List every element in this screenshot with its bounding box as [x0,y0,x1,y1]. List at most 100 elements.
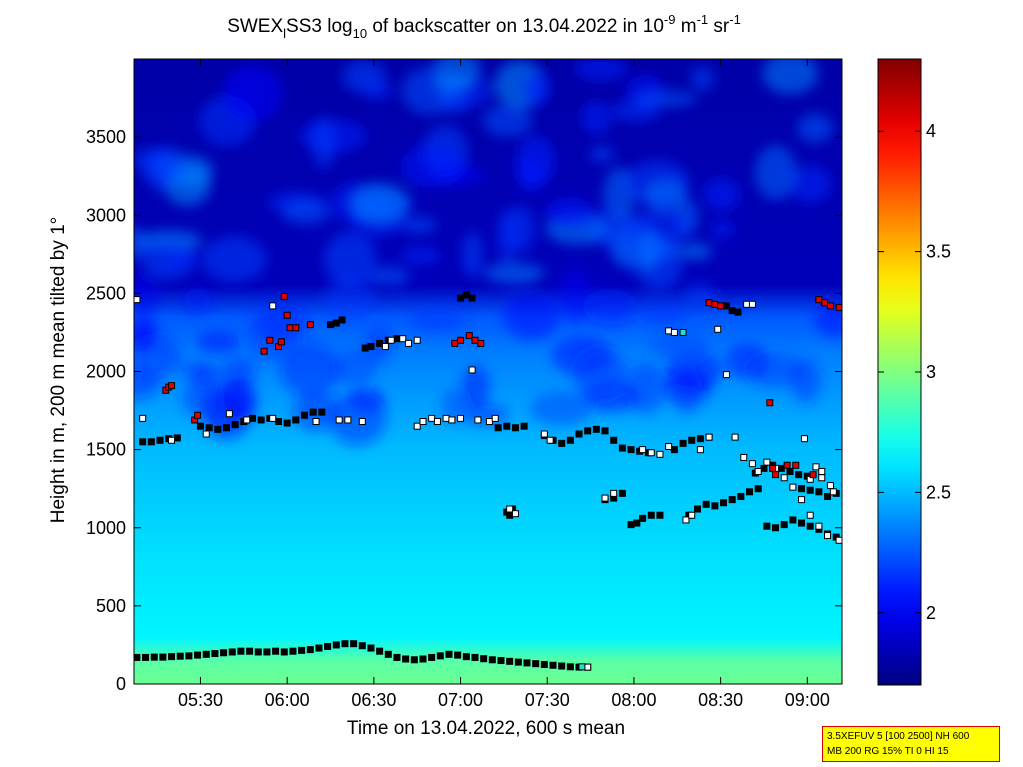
red-square-marker [821,299,829,307]
backscatter-patch [762,59,819,95]
black-square-marker [694,505,702,513]
black-square-marker [503,422,511,430]
black-square-marker [292,416,300,424]
colorbar-tick-label: 4 [926,121,936,141]
white-square-marker [225,410,233,418]
black-square-marker [419,655,427,663]
backscatter-patch [462,231,483,278]
x-tick-label: 07:30 [525,690,570,710]
backscatter-patch [324,231,377,287]
colorbar: 2 2.5 3 3.5 4 [877,58,951,686]
black-square-marker [220,649,228,657]
x-tick-label: 06:00 [265,690,310,710]
red-square-marker [306,321,314,329]
colorbar-tick-label: 3.5 [926,242,951,262]
white-square-marker [705,433,713,441]
black-square-marker [471,653,479,661]
black-square-marker [815,488,823,496]
red-square-marker [815,296,823,304]
black-square-marker [237,647,245,655]
black-square-marker [575,430,583,438]
backscatter-patch [362,81,394,100]
y-tick-label: 1000 [86,518,126,538]
black-square-marker [601,427,609,435]
black-square-marker [306,646,314,654]
y-axis-title: Height in m, 200 m mean tilted by 1° [48,217,69,523]
title-exp3: -1 [729,12,741,27]
backscatter-patch [441,388,469,423]
black-square-marker [173,434,181,442]
black-square-marker [376,339,384,347]
black-square-marker [760,464,768,472]
black-square-marker [627,446,635,454]
black-square-marker [462,291,470,299]
title-part2-sub: 10 [353,26,367,41]
backscatter-patch [633,90,698,108]
black-square-marker [350,640,358,648]
info-line-2: MB 200 RG 15% TI 0 HI 15 [827,746,949,757]
black-square-marker [147,438,155,446]
white-square-marker [812,463,820,471]
black-square-marker [309,408,317,416]
black-square-marker [367,343,375,350]
black-square-marker [720,499,728,507]
red-square-marker [266,336,274,344]
black-square-marker [176,652,184,660]
black-square-marker [656,511,664,519]
white-square-marker [419,418,427,425]
x-tick-label: 07:00 [438,690,483,710]
x-tick-label: 08:30 [698,690,743,710]
black-square-marker [358,642,366,650]
black-square-marker [798,519,806,527]
backscatter-patch [682,282,717,314]
black-square-marker [248,414,256,422]
black-square-marker [786,468,794,475]
white-square-marker [584,663,592,671]
black-square-marker [393,653,401,661]
backscatter-patch [754,145,797,200]
colorbar-fill [878,59,921,685]
white-square-marker [610,489,618,497]
backscatter-patch [350,183,410,224]
black-square-marker [274,418,282,425]
white-square-marker [835,536,842,544]
white-square-marker [754,468,762,475]
red-square-marker [766,399,774,407]
black-square-marker [488,656,496,664]
white-square-marker [312,418,320,425]
black-square-marker [702,500,710,508]
black-square-marker [480,655,488,663]
backscatter-patch [790,165,831,204]
title-part4: m [675,16,696,37]
black-square-marker [722,302,730,310]
black-square-marker [497,657,505,665]
black-square-marker [257,416,265,424]
red-square-marker [783,461,791,469]
backscatter-patch [572,347,627,401]
black-square-marker [332,319,340,327]
black-square-marker [341,640,349,648]
backscatter-patch [679,242,712,260]
black-square-marker [246,647,254,655]
white-square-marker [168,436,176,444]
black-square-marker [300,411,308,419]
red-square-marker [772,471,780,479]
backscatter-patch [183,287,211,314]
backscatter-patch [401,246,441,265]
white-square-marker [780,474,788,482]
black-square-marker [384,650,392,658]
processing-info-box: 3.5XEFUV 5 [100 2500] NH 600 MB 200 RG 1… [822,726,1000,762]
black-square-marker [780,521,788,529]
white-square-marker [269,414,277,422]
black-square-marker [566,663,574,671]
red-square-marker [292,324,300,332]
red-square-marker [826,302,834,310]
white-square-marker [639,446,647,454]
white-square-marker [546,436,554,444]
red-square-marker [705,299,713,307]
backscatter-patch [433,164,484,185]
red-square-marker [792,461,800,469]
white-square-marker [743,300,751,308]
backscatter-patch [221,378,257,417]
black-square-marker [618,489,626,497]
